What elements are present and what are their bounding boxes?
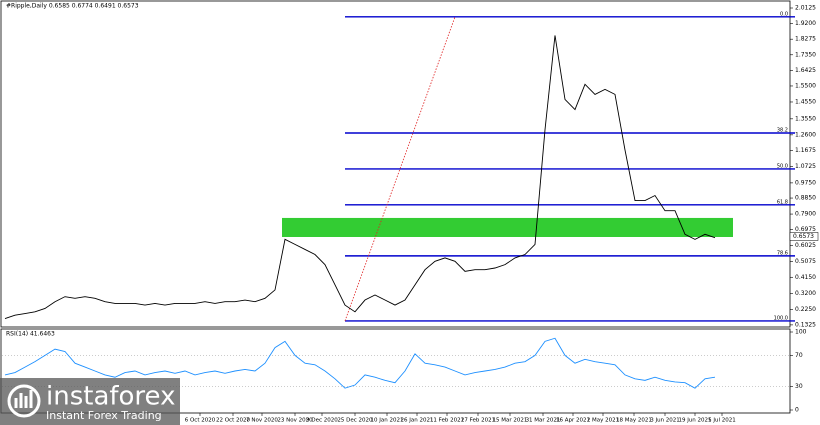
y-tick-label: 1.3550 <box>795 115 816 122</box>
x-tick-label: 5 Jul 2021 <box>708 418 736 424</box>
logo-icon <box>7 384 41 418</box>
y-tick-label: 1.4550 <box>795 98 816 105</box>
x-tick-label: 2 May 2021 <box>587 418 619 424</box>
last-price-label: 0.6573 <box>793 233 814 240</box>
x-tick-label: 10 Jan 2021 <box>371 418 404 424</box>
logo: instaforex Instant Forex Trading <box>0 378 180 425</box>
logo-icon-bars <box>14 390 33 408</box>
x-tick-label: 23 Nov 2020 <box>277 418 313 424</box>
logo-tagline: Instant Forex Trading <box>46 409 162 422</box>
x-tick-label: 3 Jun 2021 <box>650 418 680 424</box>
x-tick-label: 22 Oct 2020 <box>216 418 251 424</box>
x-tick-label: 27 Feb 2021 <box>461 418 495 424</box>
x-tick-label: 7 Nov 2020 <box>246 418 278 424</box>
y-tick-label: 0.7900 <box>795 211 816 218</box>
x-tick-label: 26 Jan 2021 <box>401 418 434 424</box>
y-tick-label: 1.1675 <box>795 147 816 154</box>
y-tick-label: 1.7350 <box>795 51 816 58</box>
x-tick-label: 31 Mar 2021 <box>526 418 561 424</box>
fib-label: 61.8 <box>777 199 788 205</box>
y-tick-label: 0 <box>795 407 799 414</box>
x-tick-label: 18 May 2021 <box>616 418 652 424</box>
y-tick-label: 1.2600 <box>795 131 816 138</box>
x-tick-label: 16 Apr 2021 <box>556 418 590 424</box>
y-tick-label: 0.1325 <box>795 321 816 328</box>
y-tick-label: 0.6025 <box>795 242 816 249</box>
y-tick-label: 0.6975 <box>795 226 816 233</box>
fib-label: 100.0 <box>774 315 788 321</box>
y-tick-label: 0.3200 <box>795 290 816 297</box>
support-zone <box>282 217 733 237</box>
price-panel <box>0 0 791 328</box>
y-tick-label: 30 <box>795 383 803 390</box>
x-tick-label: 9 Dec 2020 <box>306 418 338 424</box>
y-tick-label: 1.9200 <box>795 20 816 27</box>
y-tick-label: 0.5075 <box>795 258 816 265</box>
y-tick-label: 1.5500 <box>795 82 816 89</box>
rsi-title: RSI(14) 41.6463 <box>6 331 55 338</box>
price-line <box>4 337 716 389</box>
y-tick-label: 0.4150 <box>795 274 816 281</box>
chart-title: #Ripple,Daily 0.6585 0.6774 0.6491 0.657… <box>6 3 139 10</box>
y-tick-label: 0.9750 <box>795 179 816 186</box>
x-tick-label: 6 Oct 2020 <box>185 418 216 424</box>
price-line <box>4 35 716 319</box>
rsi-panel <box>0 328 791 414</box>
logo-name: instaforex <box>46 382 175 412</box>
x-tick-label: 25 Dec 2020 <box>337 418 373 424</box>
x-tick-label: 19 Jun 2021 <box>678 418 711 424</box>
y-tick-label: 2.0125 <box>795 5 816 12</box>
x-tick-label: 15 Mar 2021 <box>493 418 528 424</box>
last-price-box <box>789 232 819 241</box>
y-tick-label: 1.0725 <box>795 163 816 170</box>
fib-label: 38.2 <box>777 127 788 133</box>
y-tick-label: 100 <box>795 329 807 336</box>
fib-label: 0.0 <box>780 11 788 17</box>
fib-label: 78.6 <box>777 250 788 256</box>
y-tick-label: 1.6425 <box>795 67 816 74</box>
x-tick-label: 11 Feb 2021 <box>430 418 464 424</box>
y-tick-label: 1.8275 <box>795 36 816 43</box>
y-tick-label: 0.8850 <box>795 195 816 202</box>
y-tick-label: 70 <box>795 352 803 359</box>
fib-label: 50.0 <box>777 163 788 169</box>
y-tick-label: 0.2250 <box>795 306 816 313</box>
